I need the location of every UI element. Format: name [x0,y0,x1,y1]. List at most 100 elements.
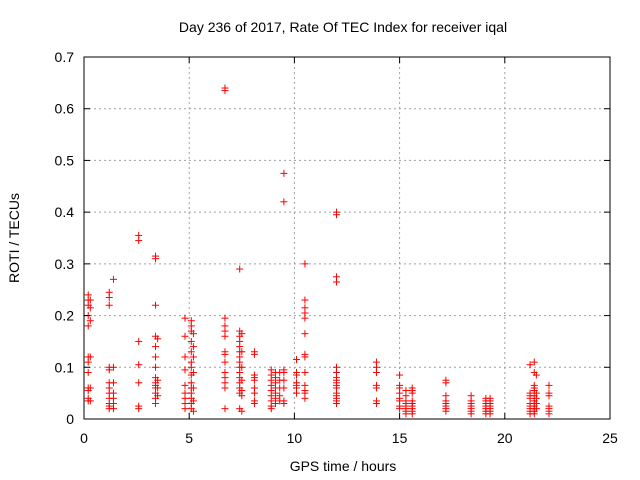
data-point [408,410,416,418]
data-point [181,405,189,413]
data-point [84,322,92,330]
data-point [372,399,380,407]
data-point [189,368,197,376]
data-point [187,363,195,371]
data-point [154,335,162,343]
data-point [332,399,340,407]
y-tick-label: 0.6 [55,101,75,117]
y-tick-label: 0.5 [55,152,75,168]
data-point [221,314,229,322]
data-point [250,350,258,358]
data-point [402,410,410,418]
data-point [280,399,288,407]
data-point [152,353,160,361]
data-point [189,343,197,351]
data-point [189,330,197,338]
data-point [86,296,94,304]
x-tick-label: 20 [497,430,513,446]
data-point [181,366,189,374]
data-point [181,332,189,340]
data-point [189,397,197,405]
data-point [250,389,258,397]
x-axis-label: GPS time / hours [290,458,397,474]
y-axis-label: ROTI / TECUs [6,193,22,283]
data-point [189,353,197,361]
y-tick-label: 0.4 [55,204,75,220]
data-point [181,381,189,389]
data-point [545,392,553,400]
data-point [86,304,94,312]
chart-title: Day 236 of 2017, Rate Of TEC Index for r… [179,19,507,35]
data-point [181,314,189,322]
plot-frame [83,56,611,420]
data-point [86,353,94,361]
data-point [280,169,288,177]
data-point [238,407,246,415]
data-point [221,87,229,95]
data-point [332,211,340,219]
data-point [526,361,534,369]
data-point [267,405,275,413]
axis-ticks: 0 5 10 15 20 25 0 0.1 0.2 0.3 0.4 0.5 0.6 0.7 [55,49,618,446]
x-tick-label: 25 [602,430,618,446]
y-tick-label: 0.3 [55,256,75,272]
data-point [189,384,197,392]
data-point [280,376,288,384]
data-point [293,389,301,397]
data-point [135,405,143,413]
data-point [189,407,197,415]
data-point [181,353,189,361]
data-point [238,376,246,384]
data-point [530,410,538,418]
grid-lines [84,57,610,419]
data-point [135,361,143,369]
data-point [109,379,117,387]
data-point [250,376,258,384]
data-point [332,278,340,286]
data-point [154,384,162,392]
data-point [135,237,143,245]
y-tick-label: 0.1 [55,359,75,375]
data-point [84,358,92,366]
data-point [152,399,160,407]
data-point [530,358,538,366]
data-point [238,363,246,371]
y-tick-label: 0.2 [55,308,75,324]
data-point [221,405,229,413]
data-point [109,363,117,371]
data-point [372,368,380,376]
data-point [86,317,94,325]
data-point [280,198,288,206]
data-point [84,368,92,376]
data-point [135,379,143,387]
data-point [467,410,475,418]
data-point [271,399,279,407]
data-point [301,353,309,361]
x-tick-label: 10 [287,430,303,446]
data-point [109,405,117,413]
data-point [236,265,244,273]
y-tick-label: 0.7 [55,49,75,65]
data-point [301,368,309,376]
data-point [545,381,553,389]
data-point [152,255,160,263]
data-point [301,260,309,268]
data-point [280,368,288,376]
data-point [105,293,113,301]
data-point [372,384,380,392]
data-point [408,389,416,397]
x-tick-label: 5 [185,430,193,446]
data-point [301,330,309,338]
data-point [238,330,246,338]
data-point [109,275,117,283]
data-point [221,332,229,340]
data-point [154,392,162,400]
data-point [442,379,450,387]
data-point [105,301,113,309]
data-point [545,410,553,418]
data-point [396,405,404,413]
data-point [396,371,404,379]
data-point [152,363,160,371]
data-point [238,348,246,356]
